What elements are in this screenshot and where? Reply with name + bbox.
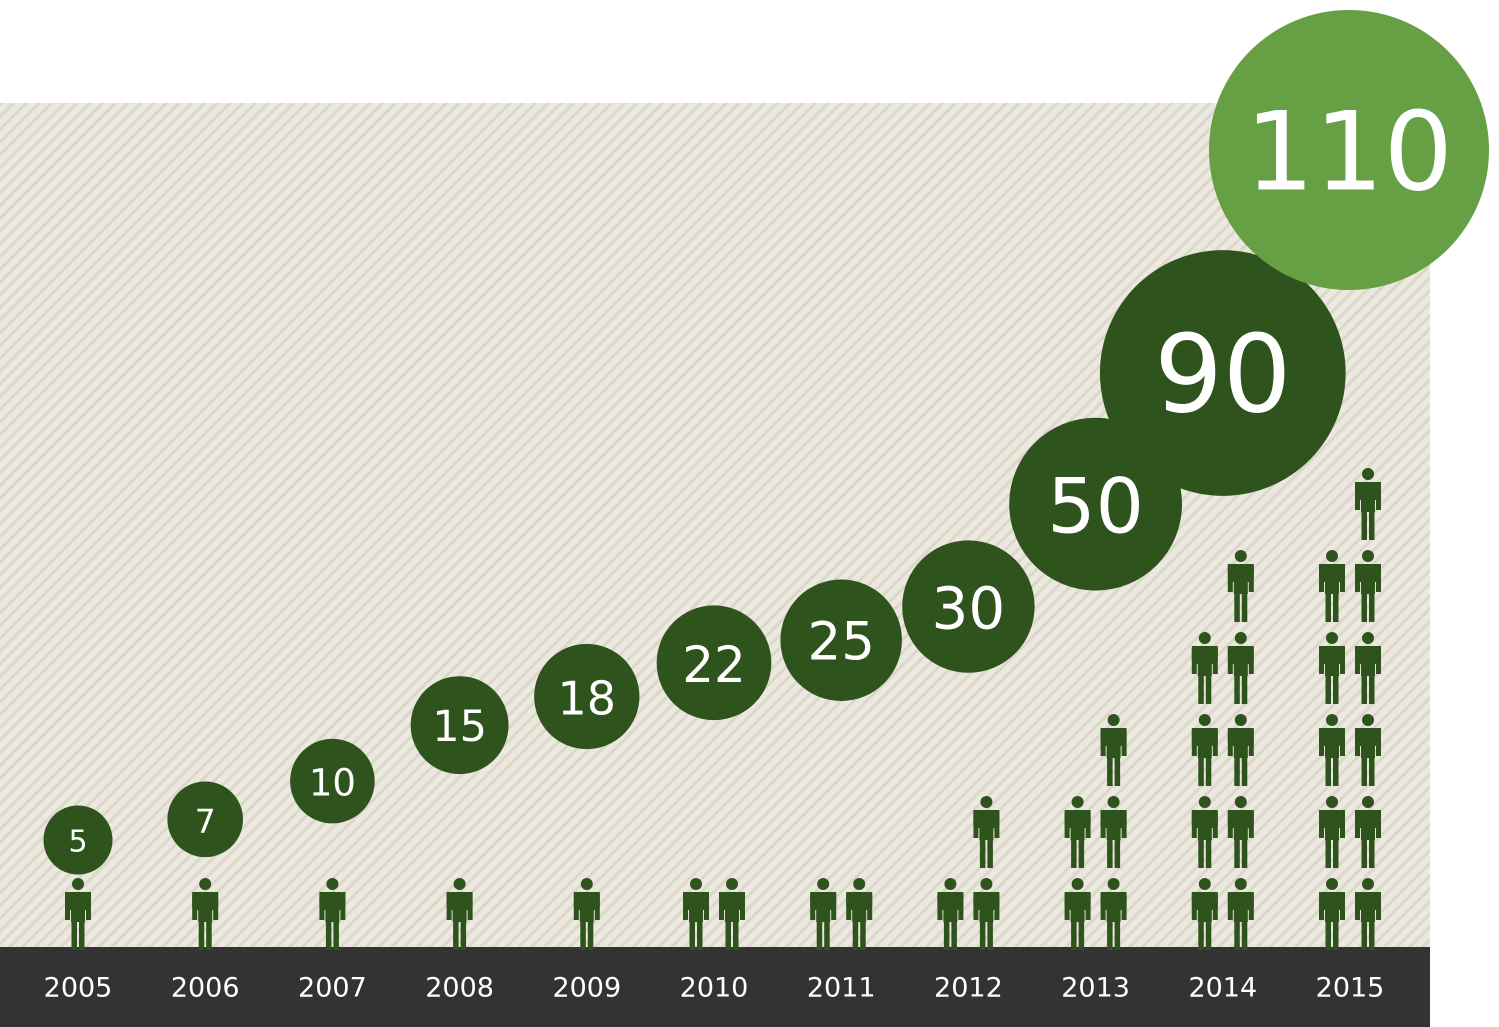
value-label-2005: 5 [68, 825, 87, 860]
value-bubble-2014 [1099, 250, 1346, 496]
value-label-2006: 7 [195, 802, 216, 841]
value-label-2008: 15 [432, 702, 487, 752]
value-label-2009: 18 [558, 672, 617, 726]
value-label-2010: 22 [682, 636, 746, 694]
x-tick-label-2013: 2013 [1061, 973, 1130, 1004]
value-bubble-2006 [167, 781, 244, 858]
x-tick-label-2011: 2011 [807, 973, 876, 1004]
x-tick-label-2009: 2009 [552, 973, 621, 1004]
value-bubble-2010 [656, 605, 772, 721]
x-axis-labels: 2005 2006 2007 2008 2009 2010 2011 2012 2013 2014… [44, 973, 1385, 1004]
value-bubble-2007 [290, 738, 375, 824]
x-axis-bar [0, 947, 1430, 1027]
x-tick-label-2006: 2006 [171, 973, 240, 1004]
value-bubble-2009 [534, 643, 640, 750]
x-tick-label-2008: 2008 [425, 973, 494, 1004]
x-tick-label-2010: 2010 [680, 973, 749, 1004]
value-label-2014: 90 [1154, 313, 1291, 438]
value-label-2015: 110 [1245, 89, 1453, 216]
x-tick-label-2005: 2005 [44, 973, 113, 1004]
value-bubble-2008 [410, 676, 509, 775]
value-label-2012: 30 [931, 575, 1005, 643]
value-bubble-2011 [780, 579, 902, 701]
x-tick-label-2015: 2015 [1316, 973, 1385, 1004]
x-tick-label-2007: 2007 [298, 973, 367, 1004]
x-tick-label-2012: 2012 [934, 973, 1003, 1004]
value-label-2013: 50 [1047, 462, 1144, 551]
x-tick-label-2014: 2014 [1188, 973, 1257, 1004]
value-label-2007: 10 [309, 762, 356, 805]
value-bubble-2012 [902, 540, 1035, 673]
value-bubble-2005 [43, 805, 113, 875]
value-bubble-2015 [1208, 9, 1490, 291]
value-label-2011: 25 [807, 612, 874, 673]
